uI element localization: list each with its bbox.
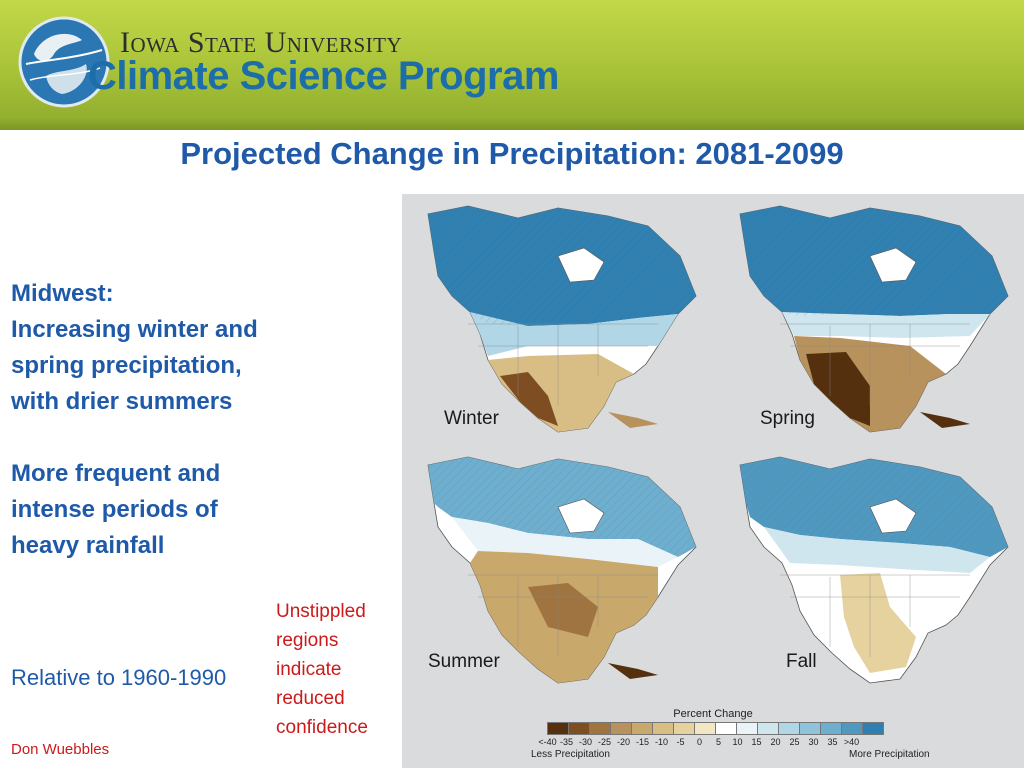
legend-tick-label: -20 — [616, 737, 630, 747]
legend-tick-label: 20 — [770, 737, 781, 747]
precipitation-maps-figure: Winter Spring Summer — [402, 194, 1024, 768]
legend-swatch — [862, 722, 884, 735]
globe-logo-icon — [18, 16, 110, 108]
legend-tick-label: -5 — [676, 737, 685, 747]
slide-title: Projected Change in Precipitation: 2081-… — [180, 136, 844, 171]
legend-swatch — [589, 722, 611, 735]
legend-tick-label: 10 — [732, 737, 743, 747]
legend-tick-label: 0 — [696, 737, 702, 747]
legend-tick-label: 30 — [808, 737, 819, 747]
winter-map: Winter — [408, 196, 708, 441]
legend-swatch — [547, 722, 569, 735]
legend-swatch — [799, 722, 821, 735]
legend-tick-label: -30 — [578, 737, 592, 747]
legend-tick-label: -25 — [597, 737, 611, 747]
legend-tick-label: 35 — [827, 737, 838, 747]
legend-swatch — [757, 722, 779, 735]
spring-map: Spring — [720, 196, 1020, 441]
legend-tick-label: -35 — [559, 737, 573, 747]
banner-shade — [0, 118, 1024, 130]
program-name: Climate Science Program — [88, 54, 559, 98]
map-label-fall: Fall — [786, 651, 817, 672]
legend-swatch — [631, 722, 653, 735]
legend-swatch — [736, 722, 758, 735]
legend-less-label: Less Precipitation — [531, 749, 610, 760]
legend-color-bar — [547, 722, 884, 735]
legend-swatch — [820, 722, 842, 735]
legend-swatch — [694, 722, 716, 735]
legend-tick-label: 25 — [789, 737, 800, 747]
legend-swatch — [715, 722, 737, 735]
legend-tick-label: -15 — [635, 737, 649, 747]
university-name: Iowa State University — [120, 26, 403, 59]
midwest-heading: Midwest: — [11, 280, 114, 307]
map-label-spring: Spring — [760, 408, 815, 429]
legend-swatch — [652, 722, 674, 735]
relative-period: Relative to 1960-1990 — [11, 665, 227, 690]
map-label-summer: Summer — [428, 651, 500, 672]
legend-tick-label: 5 — [715, 737, 721, 747]
header-banner — [0, 0, 1024, 130]
midwest-text-block: Midwest: Increasing winter and spring pr… — [11, 276, 291, 564]
bullet-heavy-rainfall: More frequent and intense periods of hea… — [11, 460, 221, 559]
legend-swatch — [610, 722, 632, 735]
legend-swatch — [841, 722, 863, 735]
bullet-winter-spring: Increasing winter and spring precipitati… — [11, 316, 258, 415]
legend-tick-label: <-40 — [538, 737, 557, 747]
confidence-note: Unstippled regions indicate reduced conf… — [276, 601, 368, 738]
fall-map: Fall — [720, 447, 1020, 692]
legend-title: Percent Change — [673, 708, 753, 720]
legend-tick-label: >40 — [843, 737, 860, 747]
legend-swatch — [568, 722, 590, 735]
author-credit: Don Wuebbles — [11, 741, 110, 758]
legend-more-label: More Precipitation — [849, 749, 930, 760]
legend-tick-label: -10 — [654, 737, 668, 747]
legend-ticks: <-40 -35 -30 -25 -20 -15 -10 -5 0 5 10 15 20 25 30 35 >4… — [538, 737, 861, 747]
legend-swatch — [778, 722, 800, 735]
legend-swatch — [673, 722, 695, 735]
map-label-winter: Winter — [444, 408, 499, 429]
legend-tick-label: 15 — [751, 737, 762, 747]
summer-map: Summer — [408, 447, 708, 692]
